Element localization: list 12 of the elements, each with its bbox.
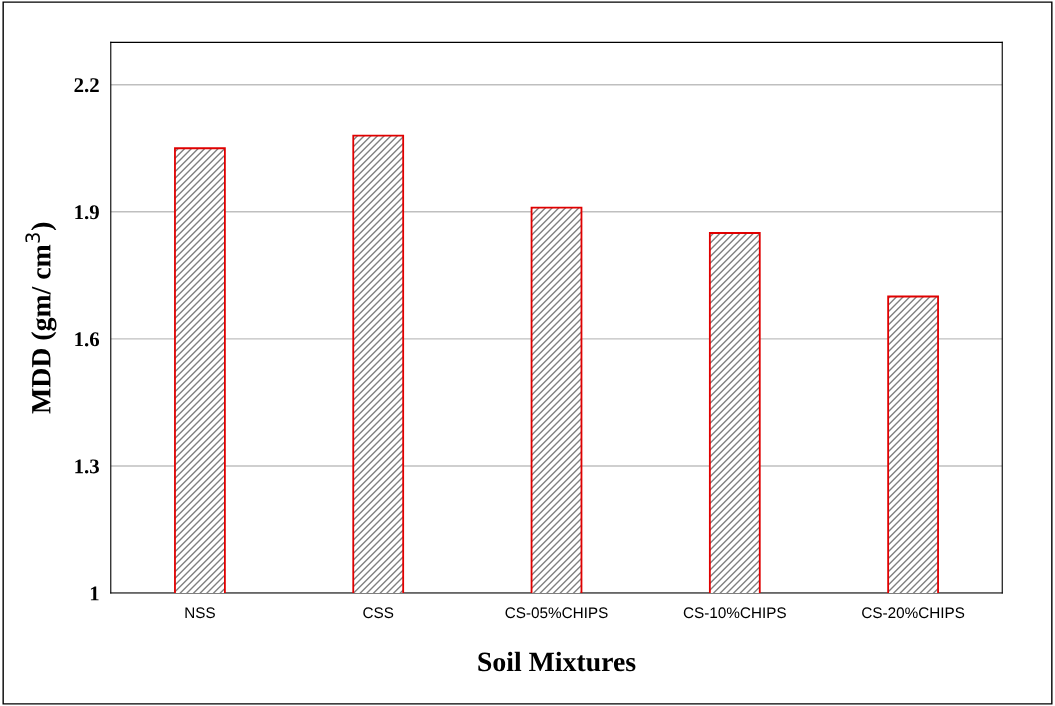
- x-tick-label: CSS: [363, 607, 394, 619]
- y-tick-label: 1: [90, 586, 99, 601]
- y-axis-title: MDD (gm/ cm$^{3}$): [25, 222, 57, 414]
- y-tick-label: 1.9: [75, 205, 99, 220]
- y-tick-label: 1.6: [75, 332, 100, 347]
- y-tick-label: 2.2: [74, 78, 99, 93]
- x-tick-label: CS-05%CHIPS: [505, 607, 608, 619]
- x-tick-label: NSS: [185, 607, 215, 619]
- x-tick-label: CS-20%CHIPS: [862, 607, 965, 619]
- x-tick-label: CS-10%CHIPS: [683, 607, 786, 619]
- x-axis-title: Soil Mixtures: [478, 651, 636, 672]
- y-tick-label: 1.3: [75, 459, 99, 474]
